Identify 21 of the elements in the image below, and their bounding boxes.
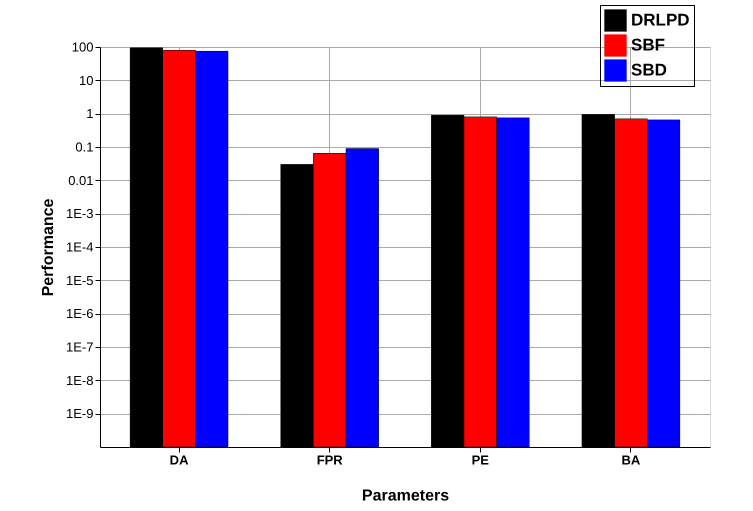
y-axis-title: Performance bbox=[40, 198, 58, 296]
legend-label: SBF bbox=[631, 36, 665, 54]
y-tick-label: 0.1 bbox=[75, 140, 94, 154]
y-tick-label: 1 bbox=[86, 106, 94, 122]
y-tick-label: 1E-8 bbox=[66, 372, 94, 388]
y-tick-label: 0.01 bbox=[68, 172, 94, 188]
x-tick-label: FPR bbox=[316, 452, 344, 468]
y-tick-label: 1E-9 bbox=[66, 406, 94, 422]
y-tick-label: 10 bbox=[79, 72, 94, 88]
x-tick-label: BA bbox=[622, 452, 641, 468]
y-tick-label: 1E-6 bbox=[66, 306, 94, 322]
legend-label: SBD bbox=[631, 60, 667, 80]
y-tick-label: 1E-7 bbox=[66, 340, 94, 354]
x-tick-label: PE bbox=[472, 452, 490, 468]
y-tick-label: 1E-5 bbox=[66, 272, 94, 288]
x-axis-title: Parameters bbox=[362, 488, 450, 504]
y-tick-label: 1E-4 bbox=[66, 240, 94, 254]
legend-label: DRLPD bbox=[631, 10, 690, 30]
y-tick-label: 1E-3 bbox=[66, 206, 94, 222]
y-tick-label: 100 bbox=[72, 40, 94, 54]
x-tick-label: DA bbox=[170, 452, 190, 468]
